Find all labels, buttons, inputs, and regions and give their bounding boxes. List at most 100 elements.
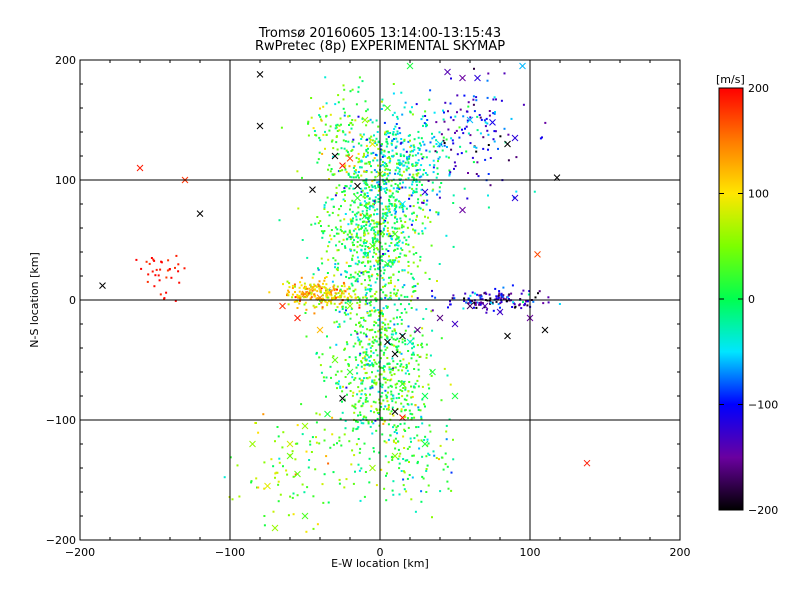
data-point — [421, 476, 423, 478]
data-point — [341, 243, 343, 245]
data-point — [395, 367, 397, 369]
data-point — [441, 133, 443, 135]
data-point — [278, 435, 280, 437]
data-point — [370, 153, 372, 155]
data-point — [371, 345, 373, 347]
data-point — [305, 531, 307, 533]
data-point — [369, 225, 371, 227]
data-point — [396, 244, 398, 246]
data-point — [420, 153, 422, 155]
data-point — [377, 232, 379, 234]
data-point — [381, 310, 383, 312]
data-point — [340, 274, 342, 276]
data-point — [387, 209, 389, 211]
data-point-x — [542, 327, 548, 333]
data-point — [371, 421, 373, 423]
data-point — [330, 366, 332, 368]
data-point — [405, 460, 407, 462]
data-point — [381, 350, 383, 352]
data-point — [494, 111, 496, 113]
data-point — [377, 148, 379, 150]
data-point — [277, 426, 279, 428]
data-point — [376, 120, 378, 122]
data-point — [433, 136, 435, 138]
data-point — [372, 152, 374, 154]
data-point — [351, 258, 353, 260]
data-point — [355, 224, 357, 226]
data-point — [357, 273, 359, 275]
data-point — [389, 158, 391, 160]
data-point — [391, 238, 393, 240]
data-point — [308, 467, 310, 469]
data-point — [351, 223, 353, 225]
data-point — [369, 310, 371, 312]
data-point-x — [415, 327, 421, 333]
data-point — [285, 470, 287, 472]
data-point — [408, 236, 410, 238]
data-point — [412, 229, 414, 231]
data-point — [429, 424, 431, 426]
data-point — [485, 122, 487, 124]
data-point — [422, 233, 424, 235]
data-point — [487, 149, 489, 151]
data-point — [423, 439, 425, 441]
data-point — [376, 226, 378, 228]
data-point — [449, 300, 451, 302]
data-point — [350, 236, 352, 238]
data-point — [357, 161, 359, 163]
data-point — [372, 336, 374, 338]
data-point — [488, 173, 490, 175]
data-point — [383, 408, 385, 410]
data-point — [404, 389, 406, 391]
data-point — [360, 249, 362, 251]
data-point — [367, 364, 369, 366]
data-point — [360, 145, 362, 147]
data-point — [492, 99, 494, 101]
data-point-x — [392, 351, 398, 357]
data-point — [286, 474, 288, 476]
data-point — [334, 303, 336, 305]
data-point — [374, 226, 376, 228]
data-point — [436, 457, 438, 459]
data-point — [394, 217, 396, 219]
data-point — [355, 280, 357, 282]
data-point — [343, 139, 345, 141]
data-point — [382, 423, 384, 425]
data-point — [395, 169, 397, 171]
data-point — [358, 171, 360, 173]
data-point — [387, 169, 389, 171]
data-point — [425, 491, 427, 493]
data-point — [418, 369, 420, 371]
data-point — [352, 217, 354, 219]
data-point — [370, 139, 372, 141]
data-point — [263, 515, 265, 517]
data-point — [343, 89, 345, 91]
data-point — [400, 138, 402, 140]
data-point — [415, 426, 417, 428]
data-point — [402, 341, 404, 343]
data-point — [415, 154, 417, 156]
data-point — [308, 293, 310, 295]
data-point — [463, 95, 465, 97]
data-point — [431, 245, 433, 247]
data-point — [352, 139, 354, 141]
data-point — [288, 282, 290, 284]
y-tick-label: 100 — [55, 174, 76, 187]
data-point — [547, 296, 549, 298]
data-point — [376, 138, 378, 140]
data-point — [299, 287, 301, 289]
data-point — [363, 170, 365, 172]
data-point — [332, 257, 334, 259]
data-point — [345, 276, 347, 278]
data-point — [357, 241, 359, 243]
data-point — [319, 414, 321, 416]
data-point — [327, 211, 329, 213]
data-point — [388, 423, 390, 425]
data-points — [100, 63, 591, 533]
data-point — [367, 288, 369, 290]
data-point — [358, 158, 360, 160]
data-point — [384, 345, 386, 347]
data-point — [329, 347, 331, 349]
data-point — [428, 454, 430, 456]
data-point — [430, 355, 432, 357]
